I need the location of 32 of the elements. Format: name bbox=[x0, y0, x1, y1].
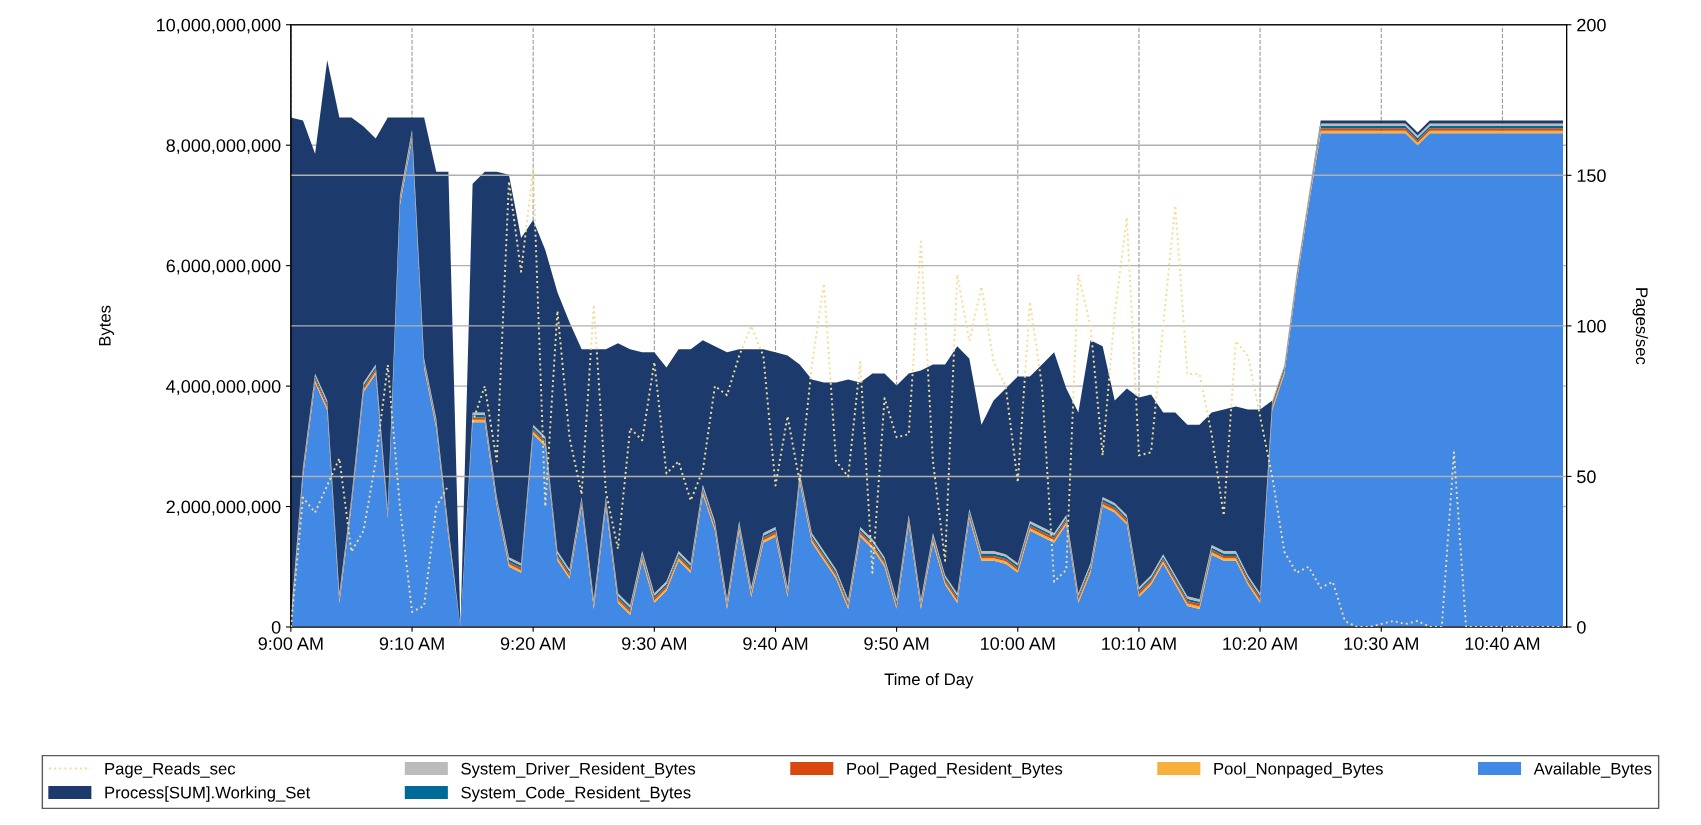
y2-axis-title: Pages/sec bbox=[1632, 288, 1649, 365]
legend-label: Process[SUM].Working_Set bbox=[105, 786, 311, 802]
legend-label: Available_Bytes bbox=[1533, 762, 1652, 778]
y-tick-label: 8,000,000,000 bbox=[166, 139, 281, 155]
x-tick-label: 9:20 AM bbox=[500, 637, 565, 650]
y-tick-label: 4,000,000,000 bbox=[166, 380, 281, 395]
x-tick-label: 10:40 AM bbox=[1465, 637, 1540, 650]
x-tick-label: 10:00 AM bbox=[981, 637, 1055, 650]
x-tick-label: 10:10 AM bbox=[1102, 637, 1176, 650]
legend-label: System_Code_Resident_Bytes bbox=[461, 786, 691, 802]
x-axis-title: Time of Day bbox=[884, 673, 974, 689]
y2-tick-label: 0 bbox=[1577, 620, 1586, 634]
y-axis-title: Bytes bbox=[99, 305, 114, 346]
x-tick-label: 10:20 AM bbox=[1223, 637, 1297, 650]
y2-tick-label: 100 bbox=[1577, 319, 1606, 333]
x-tick-label: 9:10 AM bbox=[379, 637, 444, 650]
y2-tick-label: 150 bbox=[1577, 169, 1606, 183]
y2-tick-label: 50 bbox=[1577, 470, 1596, 484]
legend-label: Page_Reads_sec bbox=[105, 762, 236, 778]
x-tick-label: 9:00 AM bbox=[258, 637, 323, 650]
y2-tick-label: 200 bbox=[1577, 18, 1606, 32]
x-tick-label: 9:30 AM bbox=[622, 637, 686, 650]
x-tick-label: 9:50 AM bbox=[864, 637, 929, 650]
legend-label: System_Driver_Resident_Bytes bbox=[461, 762, 696, 778]
legend-label: Pool_Nonpaged_Bytes bbox=[1214, 762, 1383, 778]
y-tick-label: 10,000,000,000 bbox=[157, 18, 281, 34]
x-tick-label: 9:40 AM bbox=[743, 637, 808, 650]
y-tick-label: 2,000,000,000 bbox=[166, 500, 281, 516]
legend-label: Pool_Paged_Resident_Bytes bbox=[847, 762, 1063, 778]
y-tick-label: 6,000,000,000 bbox=[166, 259, 281, 275]
y-tick-label: 0 bbox=[271, 620, 281, 634]
x-tick-label: 10:30 AM bbox=[1344, 637, 1418, 650]
